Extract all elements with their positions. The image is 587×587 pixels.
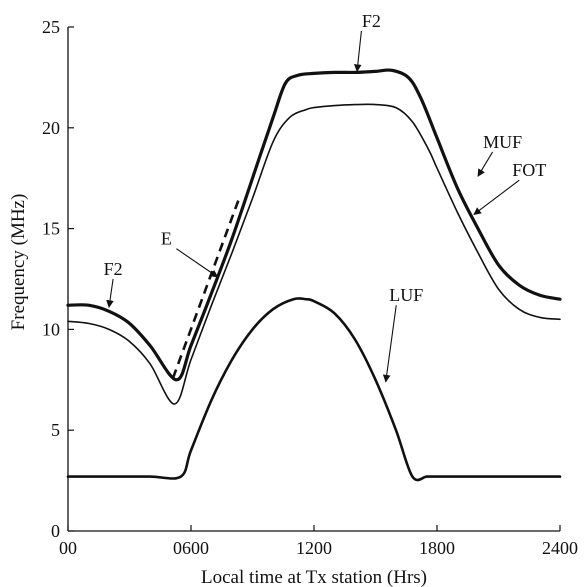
annotation-arrow (473, 179, 520, 215)
x-tick-label: 1800 (419, 538, 455, 558)
x-tick-label: 2400 (542, 538, 578, 558)
annotation-label: MUF (483, 132, 522, 152)
axes (67, 27, 560, 532)
series-line-muf (66, 68, 562, 382)
x-tick-label: 0600 (173, 538, 209, 558)
y-tick-label: 5 (51, 420, 60, 440)
x-tick-label: 1200 (296, 538, 332, 558)
annotation-arrow (382, 305, 397, 383)
annotation-arrow (353, 30, 362, 73)
x-tick-label: 00 (59, 538, 77, 558)
y-axis-label: Frequency (MHz) (8, 194, 29, 331)
e-layer-dashed-segment (171, 195, 242, 379)
annotation-label: F2 (362, 11, 381, 31)
ticks: 00 0600 1200 1800 2400 0 5 10 15 20 25 (42, 17, 578, 558)
annotation-arrow (176, 248, 219, 278)
annotation-label: LUF (389, 285, 423, 305)
x-axis-label: Local time at Tx station (Hrs) (201, 567, 427, 587)
y-tick-label: 0 (51, 521, 60, 541)
y-tick-label: 25 (42, 17, 60, 37)
annotation-arrow (477, 151, 494, 177)
annotation-label: E (161, 229, 172, 249)
y-tick-label: 15 (42, 219, 60, 239)
series-line-luf (66, 297, 562, 482)
series-line-fot (67, 103, 561, 405)
y-tick-label: 10 (42, 319, 60, 339)
annotation-label: FOT (512, 160, 546, 180)
y-tick-label: 20 (42, 118, 60, 138)
series-layer (66, 68, 562, 482)
annotations-layer: F2 E F2 MUF FOT LUF (104, 11, 546, 383)
annotation-label: F2 (104, 259, 123, 279)
annotation-arrow (106, 278, 114, 308)
